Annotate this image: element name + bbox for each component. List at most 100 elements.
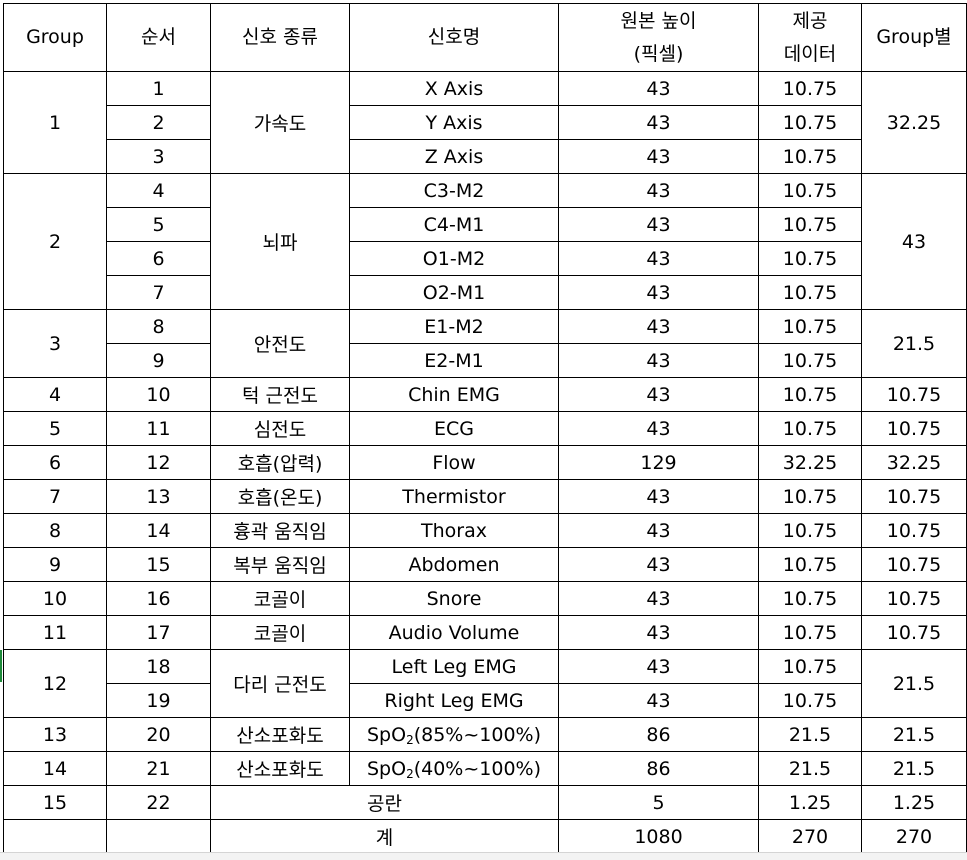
signal-type-cell[interactable]: 산소포화도 — [210, 751, 350, 786]
signal-type-cell[interactable]: 다리 근전도 — [210, 649, 350, 718]
provided-data-cell[interactable]: 1.25 — [758, 785, 862, 820]
provided-data-cell[interactable]: 10.75 — [758, 173, 862, 208]
order-cell[interactable]: 4 — [106, 173, 211, 208]
group-total-cell[interactable]: 32.25 — [861, 445, 967, 480]
signal-name-cell[interactable]: Y Axis — [349, 105, 559, 140]
provided-data-cell[interactable]: 10.75 — [758, 105, 862, 140]
original-height-cell[interactable]: 5 — [558, 785, 759, 820]
signal-name-cell[interactable]: ECG — [349, 411, 559, 446]
signal-type-cell[interactable]: 코골이 — [210, 615, 350, 650]
header-signal-type[interactable]: 신호 종류 — [210, 3, 350, 72]
signal-name-cell[interactable]: Right Leg EMG — [349, 683, 559, 718]
provided-data-cell[interactable]: 10.75 — [758, 581, 862, 616]
original-height-cell[interactable]: 86 — [558, 751, 759, 786]
signal-name-cell[interactable]: Z Axis — [349, 139, 559, 174]
signal-name-cell[interactable]: Chin EMG — [349, 377, 559, 412]
order-cell[interactable]: 1 — [106, 71, 211, 106]
original-height-cell[interactable]: 43 — [558, 343, 759, 378]
original-height-cell[interactable]: 43 — [558, 377, 759, 412]
original-height-cell[interactable]: 43 — [558, 649, 759, 684]
signal-name-cell[interactable]: SpO2(85%~100%) — [349, 717, 559, 752]
group-cell[interactable]: 11 — [3, 615, 107, 650]
group-cell[interactable]: 15 — [3, 785, 107, 820]
total-original-height-cell[interactable]: 1080 — [558, 819, 759, 854]
order-cell[interactable]: 16 — [106, 581, 211, 616]
provided-data-cell[interactable]: 10.75 — [758, 649, 862, 684]
order-cell[interactable]: 15 — [106, 547, 211, 582]
signal-name-cell[interactable]: X Axis — [349, 71, 559, 106]
group-total-cell[interactable]: 10.75 — [861, 581, 967, 616]
order-cell[interactable]: 22 — [106, 785, 211, 820]
original-height-cell[interactable]: 43 — [558, 479, 759, 514]
signal-name-cell[interactable]: E2-M1 — [349, 343, 559, 378]
provided-data-cell[interactable]: 10.75 — [758, 71, 862, 106]
order-cell[interactable]: 10 — [106, 377, 211, 412]
total-group-total-cell[interactable]: 270 — [861, 819, 967, 854]
signal-type-cell[interactable]: 안전도 — [210, 309, 350, 378]
original-height-cell[interactable]: 43 — [558, 683, 759, 718]
group-cell[interactable]: 6 — [3, 445, 107, 480]
order-cell[interactable]: 6 — [106, 241, 211, 276]
empty-cell[interactable] — [106, 819, 211, 854]
provided-data-cell[interactable]: 10.75 — [758, 139, 862, 174]
signal-type-cell[interactable]: 뇌파 — [210, 173, 350, 310]
signal-name-cell[interactable]: O2-M1 — [349, 275, 559, 310]
signal-type-cell[interactable]: 호흡(온도) — [210, 479, 350, 514]
header-provided-data[interactable]: 제공 데이터 — [758, 3, 862, 72]
group-cell[interactable]: 2 — [3, 173, 107, 310]
group-total-cell[interactable]: 10.75 — [861, 547, 967, 582]
signal-name-cell[interactable]: C4-M1 — [349, 207, 559, 242]
group-cell[interactable]: 1 — [3, 71, 107, 174]
original-height-cell[interactable]: 43 — [558, 615, 759, 650]
original-height-cell[interactable]: 43 — [558, 275, 759, 310]
provided-data-cell[interactable]: 10.75 — [758, 513, 862, 548]
original-height-cell[interactable]: 129 — [558, 445, 759, 480]
provided-data-cell[interactable]: 10.75 — [758, 683, 862, 718]
original-height-cell[interactable]: 43 — [558, 241, 759, 276]
provided-data-cell[interactable]: 10.75 — [758, 377, 862, 412]
group-total-cell[interactable]: 43 — [861, 173, 967, 310]
signal-type-cell[interactable]: 심전도 — [210, 411, 350, 446]
order-cell[interactable]: 5 — [106, 207, 211, 242]
provided-data-cell[interactable]: 32.25 — [758, 445, 862, 480]
group-cell[interactable]: 4 — [3, 377, 107, 412]
provided-data-cell[interactable]: 10.75 — [758, 343, 862, 378]
group-total-cell[interactable]: 21.5 — [861, 717, 967, 752]
group-cell[interactable]: 8 — [3, 513, 107, 548]
header-original-height[interactable]: 원본 높이 (픽셀) — [558, 3, 759, 72]
signal-name-cell[interactable]: E1-M2 — [349, 309, 559, 344]
total-label-cell[interactable]: 계 — [210, 819, 559, 854]
signal-type-cell[interactable]: 코골이 — [210, 581, 350, 616]
order-cell[interactable]: 20 — [106, 717, 211, 752]
original-height-cell[interactable]: 43 — [558, 581, 759, 616]
header-group-total[interactable]: Group별 — [861, 3, 967, 72]
group-total-cell[interactable]: 10.75 — [861, 513, 967, 548]
header-order[interactable]: 순서 — [106, 3, 211, 72]
provided-data-cell[interactable]: 10.75 — [758, 479, 862, 514]
original-height-cell[interactable]: 43 — [558, 207, 759, 242]
signal-type-cell[interactable]: 흉곽 움직임 — [210, 513, 350, 548]
group-cell[interactable]: 12 — [3, 649, 107, 718]
signal-type-cell[interactable]: 복부 움직임 — [210, 547, 350, 582]
signal-type-cell[interactable]: 호흡(압력) — [210, 445, 350, 480]
original-height-cell[interactable]: 43 — [558, 309, 759, 344]
group-total-cell[interactable]: 1.25 — [861, 785, 967, 820]
signal-name-cell[interactable]: Abdomen — [349, 547, 559, 582]
order-cell[interactable]: 2 — [106, 105, 211, 140]
empty-cell[interactable] — [3, 819, 107, 854]
group-cell[interactable]: 10 — [3, 581, 107, 616]
group-total-cell[interactable]: 21.5 — [861, 649, 967, 718]
order-cell[interactable]: 3 — [106, 139, 211, 174]
original-height-cell[interactable]: 43 — [558, 547, 759, 582]
original-height-cell[interactable]: 43 — [558, 71, 759, 106]
original-height-cell[interactable]: 43 — [558, 411, 759, 446]
order-cell[interactable]: 9 — [106, 343, 211, 378]
order-cell[interactable]: 18 — [106, 649, 211, 684]
signal-type-cell[interactable]: 턱 근전도 — [210, 377, 350, 412]
signal-name-cell[interactable]: Audio Volume — [349, 615, 559, 650]
original-height-cell[interactable]: 86 — [558, 717, 759, 752]
provided-data-cell[interactable]: 21.5 — [758, 751, 862, 786]
signal-name-cell[interactable]: Thermistor — [349, 479, 559, 514]
group-total-cell[interactable]: 10.75 — [861, 377, 967, 412]
signal-name-cell[interactable]: SpO2(40%~100%) — [349, 751, 559, 786]
